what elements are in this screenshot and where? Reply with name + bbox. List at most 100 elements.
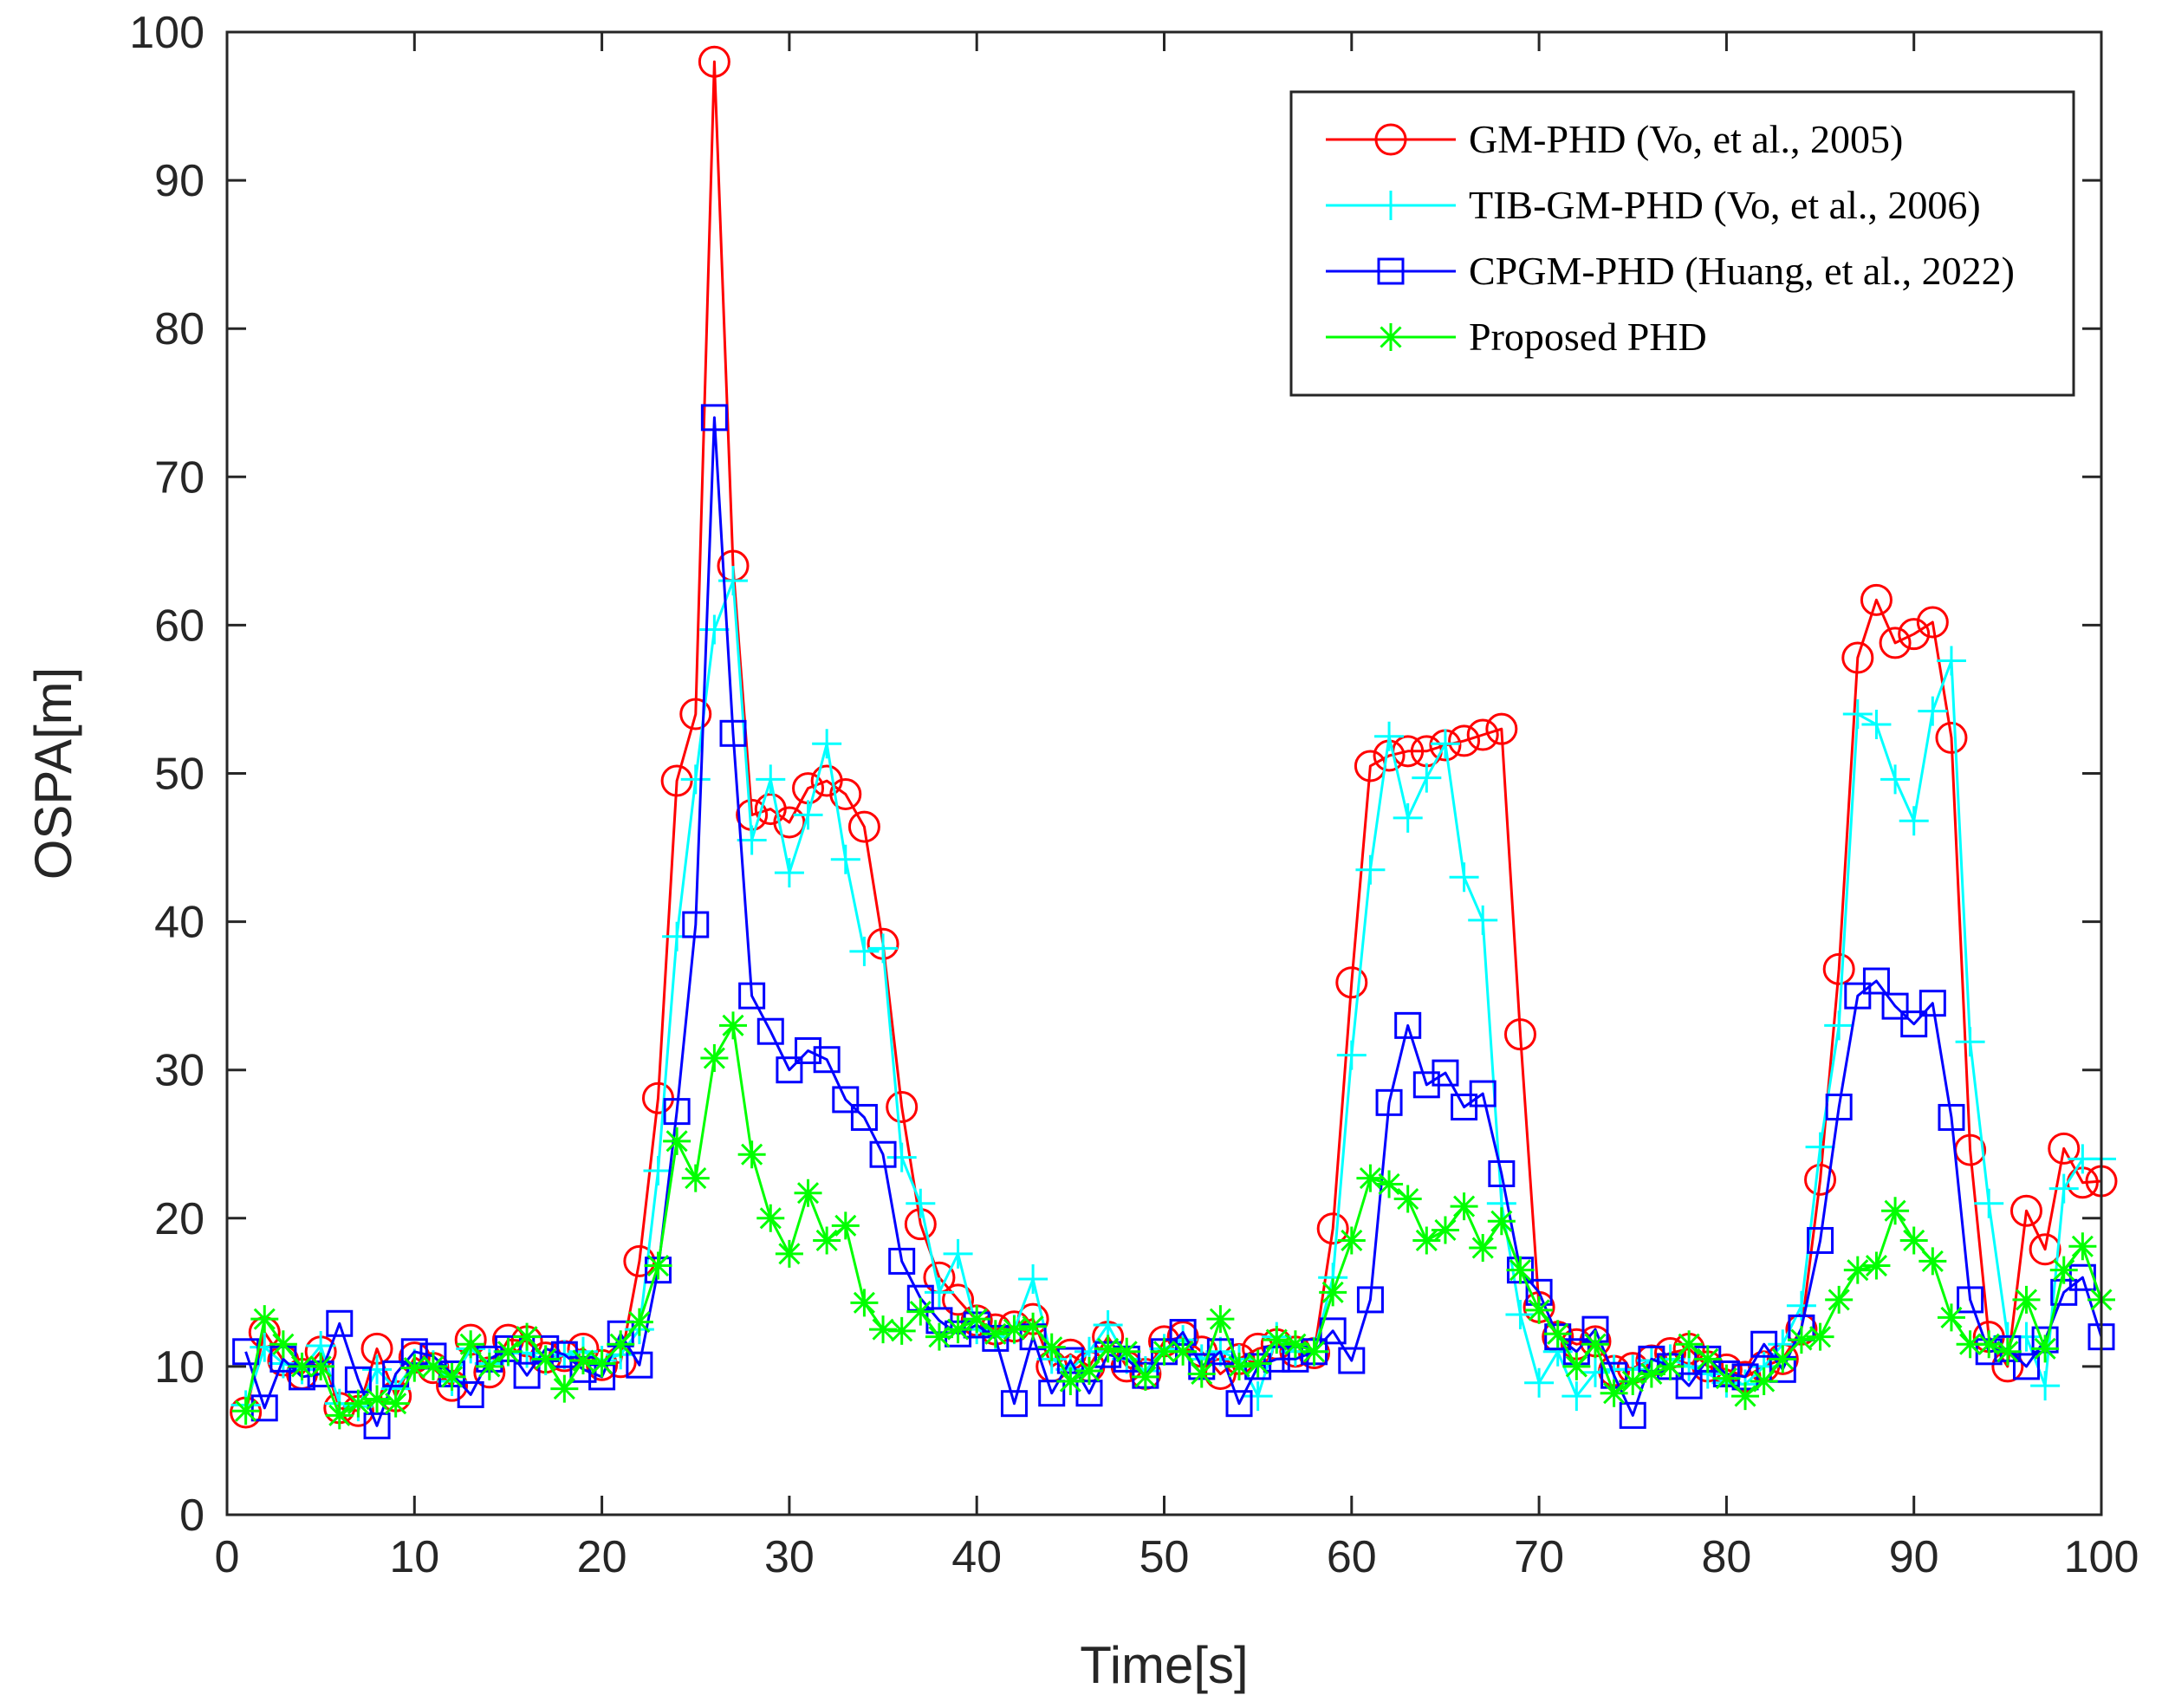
data-point [699, 614, 730, 645]
data-point [886, 1142, 917, 1172]
x-tick-label: 40 [951, 1532, 1002, 1582]
data-point [850, 1103, 878, 1131]
data-point [2031, 1335, 2060, 1363]
data-point [2048, 1132, 2081, 1165]
data-point [1825, 1285, 1854, 1314]
x-tick-label: 20 [577, 1532, 627, 1582]
data-point [1750, 1330, 1778, 1358]
data-point [1169, 1337, 1198, 1366]
data-point [1935, 721, 1968, 754]
data-point [1637, 1360, 1665, 1388]
data-point [1731, 1382, 1760, 1411]
data-point [1375, 1088, 1403, 1116]
legend-label: CPGM-PHD (Huang, et al., 2022) [1469, 249, 2015, 293]
data-point [1000, 1315, 1029, 1344]
data-point [513, 1322, 542, 1351]
y-tick-label: 90 [154, 156, 205, 206]
data-point [775, 1239, 803, 1268]
data-point [1316, 1212, 1349, 1245]
data-point [981, 1320, 1010, 1348]
data-point [1974, 1188, 2004, 1218]
data-point [1805, 1132, 1835, 1162]
data-point [550, 1374, 579, 1403]
data-point [719, 719, 747, 747]
data-point [1094, 1335, 1122, 1363]
data-point [660, 764, 693, 797]
data-point [776, 1056, 803, 1084]
data-point [1468, 905, 1498, 935]
data-point [513, 1361, 541, 1389]
data-point [494, 1337, 523, 1366]
data-point [850, 1289, 879, 1317]
legend-entry: CPGM-PHD (Huang, et al., 2022) [1326, 249, 2015, 293]
data-point [1206, 1305, 1235, 1334]
data-point [419, 1352, 447, 1380]
data-point [1898, 618, 1931, 651]
data-point [719, 1011, 748, 1040]
data-point [1919, 990, 1946, 1017]
data-point [643, 1156, 673, 1186]
x-tick-label: 50 [1139, 1532, 1190, 1582]
data-point [363, 1385, 392, 1413]
legend-marker [1374, 123, 1407, 156]
data-point [1938, 1103, 1965, 1131]
data-point [1393, 1185, 1422, 1213]
data-point [1619, 1367, 1647, 1396]
data-point [925, 1322, 953, 1351]
data-point [1469, 1234, 1497, 1263]
data-point [663, 1098, 691, 1126]
data-point [830, 844, 860, 874]
data-point [887, 1316, 916, 1345]
data-point [663, 1127, 691, 1155]
x-tick-label: 60 [1327, 1532, 1377, 1582]
data-point [1957, 1286, 1984, 1314]
x-axis-label: Time[s] [1080, 1636, 1248, 1694]
legend-label: Proposed PHD [1469, 315, 1707, 359]
data-point [1356, 1164, 1385, 1192]
data-point [1056, 1367, 1085, 1396]
data-point [250, 1305, 279, 1334]
data-point [1336, 1040, 1367, 1070]
data-point [698, 45, 730, 78]
data-point [1806, 1322, 1834, 1351]
data-point [849, 936, 880, 966]
data-point [795, 1036, 822, 1064]
data-point [1844, 982, 1872, 1010]
data-point [1860, 583, 1893, 616]
data-point [1243, 1349, 1272, 1378]
data-point [568, 1347, 597, 1375]
data-point [1037, 1333, 1066, 1361]
data-point [924, 1277, 954, 1308]
legend-marker [1377, 257, 1405, 285]
x-tick-label: 80 [1701, 1532, 1751, 1582]
legend-entry: TIB-GM-PHD (Vo, et al., 2006) [1326, 183, 1981, 227]
legend-marker [1376, 191, 1406, 220]
data-point [626, 1351, 653, 1379]
data-point [1900, 1010, 1928, 1038]
data-point [2029, 1233, 2061, 1266]
data-point [812, 729, 842, 759]
data-point [1337, 1226, 1366, 1255]
data-point [381, 1389, 410, 1418]
legend-box [1289, 90, 2075, 397]
data-point [1485, 712, 1518, 745]
data-point [269, 1330, 297, 1359]
data-point [943, 1238, 973, 1269]
data-point [1150, 1337, 1178, 1366]
data-point [1993, 1337, 2022, 1366]
data-point [832, 1086, 860, 1114]
data-point [681, 1164, 710, 1192]
data-point [1431, 1216, 1459, 1244]
data-point [1656, 1352, 1685, 1380]
data-point [1394, 1011, 1422, 1039]
data-point [1225, 1390, 1253, 1418]
data-point [1841, 641, 1874, 674]
data-point [1899, 1226, 1928, 1255]
data-point [1881, 992, 1909, 1020]
legend-entry: GM-PHD (Vo, et al., 2005) [1326, 117, 1903, 161]
data-point [1038, 1380, 1066, 1407]
data-point [813, 1226, 841, 1255]
data-point [363, 1412, 391, 1439]
data-point [813, 1046, 841, 1074]
data-point [1975, 1330, 2003, 1359]
